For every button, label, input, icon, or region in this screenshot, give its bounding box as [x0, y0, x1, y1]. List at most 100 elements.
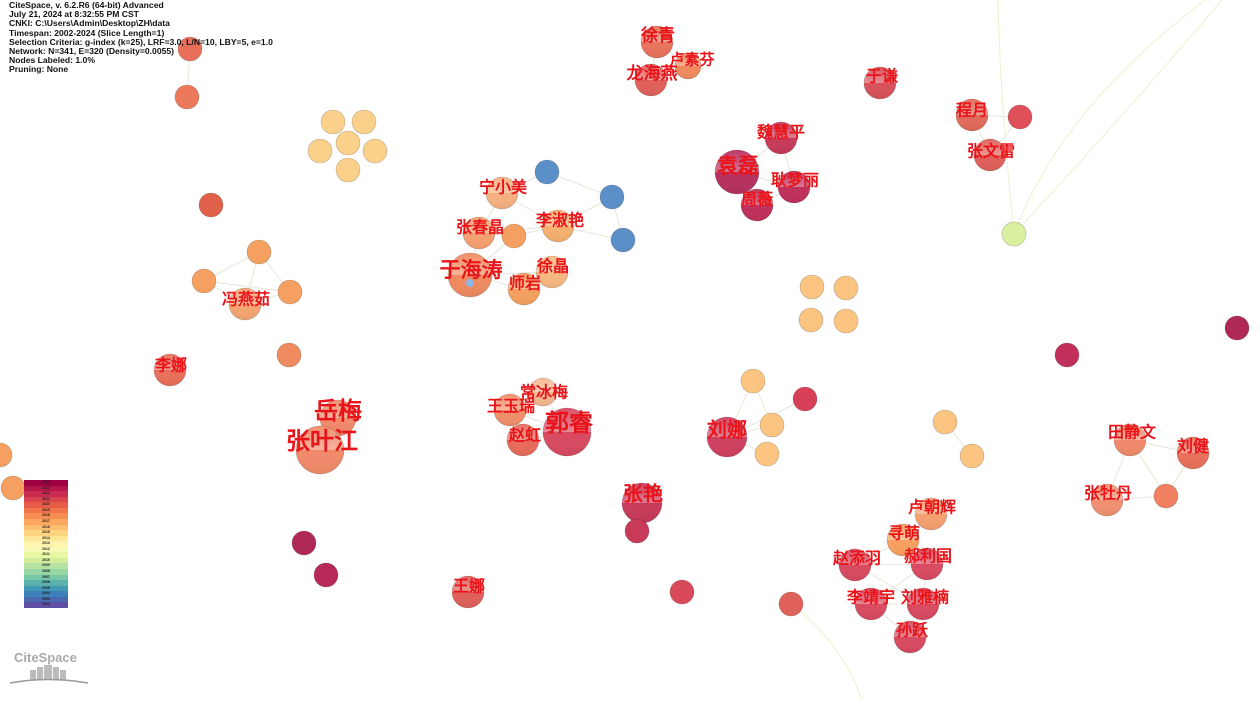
node-label[interactable]: 袁磊: [716, 154, 759, 178]
node[interactable]: [462, 216, 496, 250]
node[interactable]: [0, 442, 13, 468]
node-label[interactable]: 刘雅楠: [901, 588, 949, 607]
node-circle[interactable]: [198, 192, 224, 218]
node[interactable]: [740, 368, 766, 394]
node[interactable]: [276, 342, 302, 368]
node[interactable]: [228, 287, 262, 321]
node[interactable]: [955, 98, 989, 132]
node-circle[interactable]: [291, 530, 317, 556]
node[interactable]: [886, 523, 920, 557]
node[interactable]: [198, 192, 224, 218]
node[interactable]: [764, 121, 798, 155]
node-label[interactable]: 周薇: [741, 190, 773, 209]
node-label[interactable]: 张文雷: [967, 142, 1015, 161]
node-circle[interactable]: [932, 409, 958, 435]
node-circle[interactable]: [610, 227, 636, 253]
node-circle[interactable]: [624, 518, 650, 544]
node-label[interactable]: 耿梦丽: [771, 171, 819, 190]
node[interactable]: [528, 377, 558, 407]
node-label[interactable]: 宁小美: [479, 178, 528, 197]
node-label[interactable]: 王娜: [453, 577, 485, 596]
node-label[interactable]: 于谦: [866, 67, 898, 86]
node-label[interactable]: 李靖宇: [846, 588, 895, 607]
node-circle[interactable]: [174, 84, 200, 110]
node[interactable]: [1054, 342, 1080, 368]
node-circle[interactable]: [798, 307, 824, 333]
node-circle[interactable]: [307, 138, 333, 164]
node-label[interactable]: 徐晶: [536, 257, 569, 276]
node-label[interactable]: 张春晶: [456, 218, 504, 237]
node-circle[interactable]: [191, 268, 217, 294]
node[interactable]: [191, 268, 217, 294]
node[interactable]: [541, 209, 575, 243]
node[interactable]: [501, 223, 527, 249]
node[interactable]: [1113, 423, 1147, 457]
node-label[interactable]: 张艳: [623, 482, 663, 506]
node-circle[interactable]: [335, 130, 361, 156]
node-circle[interactable]: [351, 109, 377, 135]
node-label[interactable]: 王玉瑞: [487, 397, 535, 416]
node[interactable]: [740, 188, 774, 222]
node[interactable]: [610, 227, 636, 253]
node-label[interactable]: 李娜: [154, 356, 187, 375]
node[interactable]: [798, 307, 824, 333]
node[interactable]: [0, 475, 26, 501]
node[interactable]: [493, 393, 527, 427]
node[interactable]: [177, 36, 203, 62]
node[interactable]: [706, 416, 748, 458]
node-circle[interactable]: [0, 442, 13, 468]
node[interactable]: [535, 255, 569, 289]
node-label[interactable]: 郝利国: [904, 547, 952, 566]
node[interactable]: [320, 109, 346, 135]
node-circle[interactable]: [799, 274, 825, 300]
node[interactable]: [973, 138, 1007, 172]
node[interactable]: [313, 562, 339, 588]
node-label[interactable]: 赵添羽: [832, 549, 881, 568]
node-label[interactable]: 龙海燕: [626, 63, 678, 84]
node-label[interactable]: 卢素芬: [669, 51, 715, 69]
node-circle[interactable]: [959, 443, 985, 469]
node-label[interactable]: 卢朝辉: [908, 498, 956, 517]
node[interactable]: [1001, 221, 1027, 247]
node[interactable]: [778, 591, 804, 617]
node-circle[interactable]: [501, 223, 527, 249]
node-circle[interactable]: [246, 239, 272, 265]
node-circle[interactable]: [277, 279, 303, 305]
node[interactable]: [599, 184, 625, 210]
node[interactable]: [319, 399, 357, 437]
node-label[interactable]: 张叶江: [286, 427, 358, 455]
node-label[interactable]: 李淑艳: [535, 211, 584, 230]
node[interactable]: [674, 52, 702, 80]
node-label[interactable]: 赵虹: [508, 426, 541, 445]
node[interactable]: [506, 423, 540, 457]
node[interactable]: [451, 575, 485, 609]
node-label[interactable]: 寻萌: [888, 524, 920, 543]
node[interactable]: [759, 412, 785, 438]
node[interactable]: [624, 518, 650, 544]
node-label[interactable]: 孙跃: [896, 621, 929, 640]
node-circle[interactable]: [792, 386, 818, 412]
node[interactable]: [792, 386, 818, 412]
node[interactable]: [777, 170, 811, 204]
node-label[interactable]: 程月: [956, 101, 988, 120]
node[interactable]: [914, 497, 948, 531]
node-circle[interactable]: [740, 368, 766, 394]
node-circle[interactable]: [0, 475, 26, 501]
node[interactable]: [507, 272, 541, 306]
node-circle[interactable]: [534, 159, 560, 185]
node-circle[interactable]: [276, 342, 302, 368]
node[interactable]: [362, 138, 388, 164]
node-circle[interactable]: [754, 441, 780, 467]
node-circle[interactable]: [759, 412, 785, 438]
node-circle[interactable]: [669, 579, 695, 605]
node-label[interactable]: 常冰梅: [520, 383, 568, 402]
node-label[interactable]: 刘健: [1177, 437, 1209, 456]
node[interactable]: [669, 579, 695, 605]
node-label[interactable]: 师岩: [509, 274, 541, 293]
node[interactable]: [295, 425, 345, 475]
node[interactable]: [246, 239, 272, 265]
node-label[interactable]: 于海涛: [440, 258, 503, 282]
node[interactable]: [754, 441, 780, 467]
node-label[interactable]: 岳梅: [314, 397, 362, 425]
node[interactable]: [1153, 483, 1179, 509]
